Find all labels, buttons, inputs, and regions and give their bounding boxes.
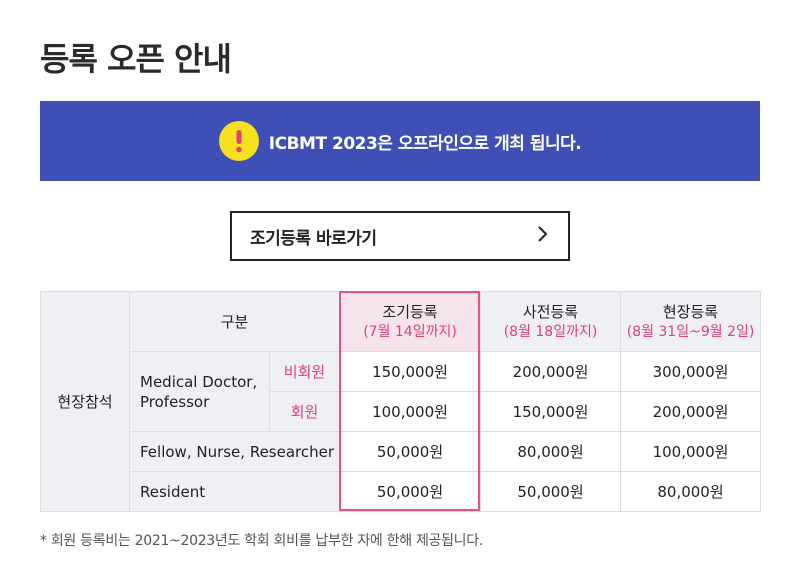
table-row: Fellow, Nurse, Researcher 50,000원 80,000… [41,431,762,472]
row-group-resident: Resident [128,471,341,512]
registration-fee-table: 현장참석 구분 조기등록 (7월 14일까지) 사전등록 (8월 18일까지) … [40,291,762,512]
row-sub-nonmember: 비회원 [268,351,341,392]
price-cell: 150,000원 [339,351,482,392]
header-pre-title: 사전등록 [522,302,579,321]
price-cell: 50,000원 [480,471,622,512]
price-cell: 200,000원 [620,391,762,432]
row-group-medical-line2: Professor [140,392,210,411]
page-title: 등록 오픈 안내 [40,40,232,78]
price-cell: 150,000원 [480,391,622,432]
header-pre: 사전등록 (8월 18일까지) [480,291,622,352]
notice-banner: ICBMT 2023은 오프라인으로 개최 됩니다. [40,101,760,181]
price-cell: 100,000원 [620,431,762,472]
price-cell: 200,000원 [480,351,622,392]
row-group-fellow: Fellow, Nurse, Researcher [128,431,341,472]
row-group-medical: Medical Doctor, Professor [129,351,270,432]
row-group-medical-line1: Medical Doctor, [140,372,258,391]
table-row: Resident 50,000원 50,000원 80,000원 [41,471,762,512]
header-onsite: 현장등록 (8월 31일~9월 2일) [620,291,762,352]
early-registration-button[interactable]: 조기등록 바로가기 [230,211,570,261]
header-onsite-title: 현장등록 [662,302,719,321]
price-cell: 50,000원 [339,431,482,472]
early-registration-label: 조기등록 바로가기 [250,228,377,249]
category-header: 구분 [128,291,341,352]
price-cell: 80,000원 [480,431,622,472]
chevron-right-icon [536,225,550,247]
header-pre-period: (8월 18일까지) [503,323,598,340]
price-cell: 300,000원 [620,351,762,392]
price-cell: 80,000원 [620,471,762,512]
price-cell: 50,000원 [339,471,482,512]
section-label: 현장참석 [40,291,130,512]
header-early: 조기등록 (7월 14일까지) [339,291,482,352]
table-row: 회원 100,000원 150,000원 200,000원 [41,391,762,432]
row-sub-member: 회원 [268,391,341,432]
header-early-title: 조기등록 [382,302,438,321]
price-cell: 100,000원 [339,391,482,432]
header-onsite-period: (8월 31일~9월 2일) [626,323,755,340]
header-early-period: (7월 14일까지) [363,323,457,340]
table-row: Medical Doctor, Professor 비회원 150,000원 2… [41,351,762,432]
notice-text: ICBMT 2023은 오프라인으로 개최 됩니다. [268,133,582,154]
table-header-row: 현장참석 구분 조기등록 (7월 14일까지) 사전등록 (8월 18일까지) … [40,291,762,512]
footnote: * 회원 등록비는 2021~2023년도 학회 회비를 납부한 자에 한해 제… [40,533,483,549]
exclamation-icon [218,121,259,161]
